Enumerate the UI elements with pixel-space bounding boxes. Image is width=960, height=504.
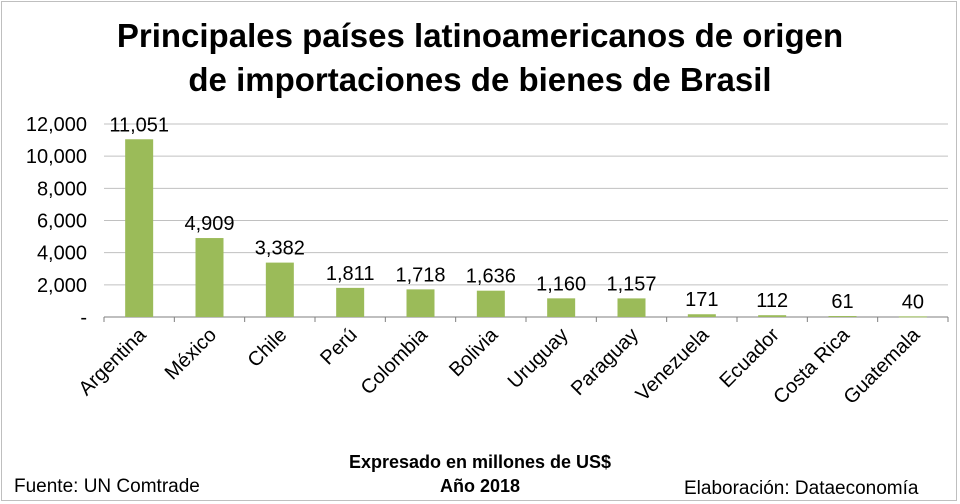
category-label: Venezuela <box>632 323 714 405</box>
category-label: Chile <box>244 324 292 372</box>
source-note: Fuente: UN Comtrade <box>14 476 200 497</box>
y-tick-label: 6,000 <box>37 211 87 233</box>
y-tick-label: 4,000 <box>37 243 87 265</box>
category-label: Colombia <box>357 323 433 399</box>
data-label: 1,636 <box>466 266 516 288</box>
y-tick-label: 12,000 <box>26 114 87 136</box>
bar <box>336 287 365 317</box>
data-label: 40 <box>902 291 924 313</box>
category-label: Perú <box>316 324 361 369</box>
bar <box>828 316 857 318</box>
chart-subtitle-year: Año 2018 <box>439 476 521 496</box>
y-tick-label: 8,000 <box>37 178 87 200</box>
category-label: México <box>161 324 221 384</box>
bar <box>617 298 646 317</box>
data-label: 112 <box>756 290 788 312</box>
bar <box>898 316 927 318</box>
data-label: 11,051 <box>109 114 169 136</box>
data-label: 1,157 <box>606 273 656 295</box>
y-tick-label: 10,000 <box>26 146 87 168</box>
bar <box>125 139 154 317</box>
credit-note: Elaboración: Dataeconomía <box>684 478 919 499</box>
bar <box>195 238 224 317</box>
data-label: 171 <box>685 289 718 311</box>
bar <box>476 290 505 317</box>
data-label: 1,718 <box>395 264 445 286</box>
chart-title-line2: de importaciones de bienes de Brasil <box>188 61 772 98</box>
y-tick-label: - <box>80 307 87 329</box>
bar <box>687 314 716 317</box>
data-label: 1,160 <box>536 273 586 295</box>
data-label: 1,811 <box>326 263 375 285</box>
category-label: Guatemala <box>840 323 925 408</box>
bar <box>406 289 435 317</box>
bar <box>265 262 294 317</box>
bar <box>547 298 576 317</box>
chart-subtitle-units: Expresado en millones de US$ <box>348 452 612 472</box>
chart-title-line1: Principales países latinoamericanos de o… <box>116 17 844 54</box>
y-tick-label: 2,000 <box>37 275 87 297</box>
bar <box>758 315 787 317</box>
category-label: Ecuador <box>715 324 783 392</box>
category-label: Paraguay <box>567 324 643 400</box>
category-label: Argentina <box>75 323 152 400</box>
category-label: Bolivia <box>445 323 503 381</box>
category-label: Uruguay <box>504 324 573 393</box>
data-label: 61 <box>831 291 853 313</box>
data-label: 3,382 <box>255 238 305 260</box>
data-label: 4,909 <box>184 213 234 235</box>
chart-title: Principales países latinoamericanos de o… <box>0 14 960 102</box>
